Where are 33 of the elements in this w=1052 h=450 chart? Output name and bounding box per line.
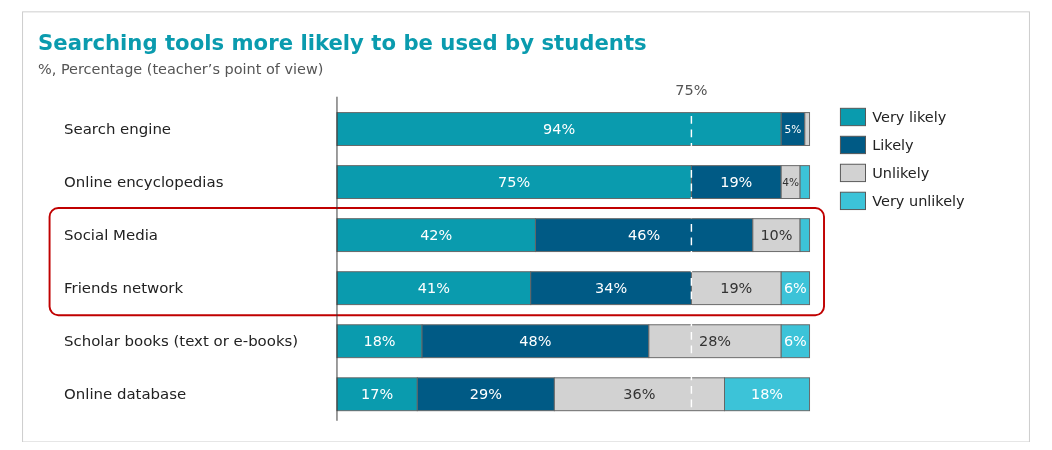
- data-label: 19%: [720, 174, 753, 191]
- y-tick-label: Online database: [64, 385, 187, 404]
- data-label: 75%: [498, 174, 531, 191]
- data-label: 41%: [417, 280, 450, 297]
- y-tick-label: Online encyclopedias: [64, 173, 224, 192]
- data-label: 28%: [698, 333, 732, 350]
- data-label: 6%: [783, 280, 807, 297]
- data-label: 6%: [783, 333, 807, 350]
- data-label: 5%: [784, 122, 802, 135]
- data-label: 36%: [623, 386, 656, 403]
- data-label: 19%: [720, 280, 753, 297]
- y-tick-label: Friends network: [64, 279, 184, 298]
- ref-line-label: 75%: [675, 81, 708, 98]
- data-label: 4%: [782, 175, 800, 188]
- data-label: 18%: [363, 333, 396, 350]
- data-label: 94%: [543, 121, 576, 138]
- chart-title: Searching tools more likely to be used by students: [37, 30, 647, 56]
- y-tick-label: Social Media: [64, 226, 158, 245]
- legend-label: Very likely: [872, 109, 947, 126]
- data-label: 29%: [469, 386, 502, 403]
- legend-label: Very unlikely: [872, 192, 966, 209]
- data-label: 34%: [595, 280, 628, 297]
- data-label: 17%: [361, 386, 394, 403]
- legend-label: Unlikely: [872, 164, 930, 181]
- data-label: 18%: [750, 386, 784, 403]
- data-label: 10%: [760, 227, 793, 244]
- legend-label: Likely: [872, 137, 915, 154]
- text: %, Percentage (teacher’s point of view): [37, 60, 324, 77]
- y-tick-label: Search engine: [64, 120, 172, 139]
- data-label: 46%: [628, 227, 661, 244]
- data-label: 48%: [519, 333, 552, 350]
- y-tick-label: Scholar books (text or e-books): [64, 332, 299, 351]
- data-label: 42%: [420, 227, 453, 244]
